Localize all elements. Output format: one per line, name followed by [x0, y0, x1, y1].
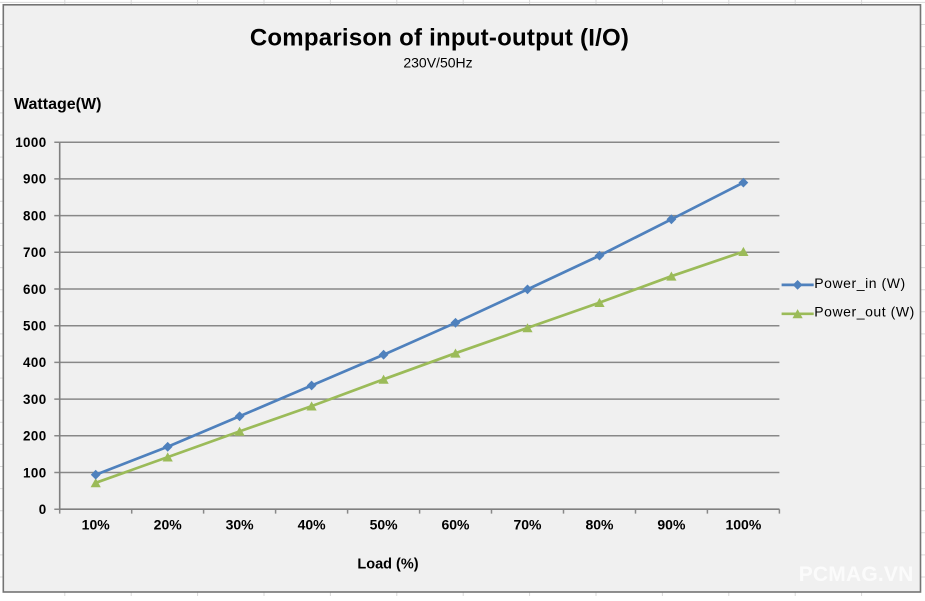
svg-text:700: 700 [23, 245, 47, 260]
svg-text:70%: 70% [513, 516, 542, 532]
svg-text:100%: 100% [725, 516, 761, 532]
svg-text:0: 0 [39, 502, 47, 517]
svg-text:Wattage(W): Wattage(W) [14, 96, 101, 113]
svg-text:Power_in (W): Power_in (W) [814, 275, 905, 291]
svg-text:20%: 20% [154, 516, 183, 532]
svg-text:50%: 50% [370, 516, 399, 532]
svg-text:500: 500 [23, 319, 47, 334]
svg-text:60%: 60% [441, 516, 470, 532]
svg-text:900: 900 [23, 172, 47, 187]
svg-text:100: 100 [23, 465, 47, 480]
svg-text:400: 400 [23, 355, 47, 370]
svg-text:10%: 10% [82, 516, 111, 532]
svg-text:230V/50Hz: 230V/50Hz [403, 55, 472, 71]
svg-text:300: 300 [23, 392, 47, 407]
svg-text:PCMAG.VN: PCMAG.VN [799, 563, 914, 586]
svg-text:600: 600 [23, 282, 47, 297]
svg-text:90%: 90% [657, 516, 686, 532]
svg-text:1000: 1000 [15, 135, 46, 150]
svg-text:Comparison of input-output (I/: Comparison of input-output (I/O) [250, 25, 629, 52]
svg-text:30%: 30% [226, 516, 255, 532]
svg-text:800: 800 [23, 208, 47, 223]
svg-text:40%: 40% [298, 516, 327, 532]
svg-text:Power_out (W): Power_out (W) [814, 304, 915, 320]
svg-text:200: 200 [23, 429, 47, 444]
svg-text:Load (%): Load (%) [357, 557, 418, 573]
svg-text:80%: 80% [585, 516, 614, 532]
